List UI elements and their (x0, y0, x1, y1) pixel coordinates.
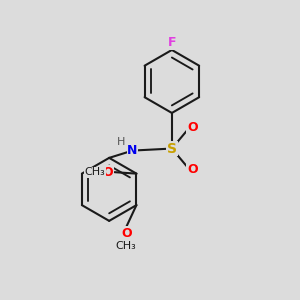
Text: O: O (187, 121, 198, 134)
Text: S: S (167, 142, 177, 155)
Text: F: F (168, 36, 176, 49)
Text: CH₃: CH₃ (116, 241, 136, 251)
Text: O: O (121, 227, 132, 240)
Text: O: O (187, 163, 198, 176)
Text: O: O (103, 166, 113, 179)
Text: N: N (127, 144, 138, 157)
Text: CH₃: CH₃ (84, 167, 105, 177)
Text: H: H (117, 137, 126, 147)
